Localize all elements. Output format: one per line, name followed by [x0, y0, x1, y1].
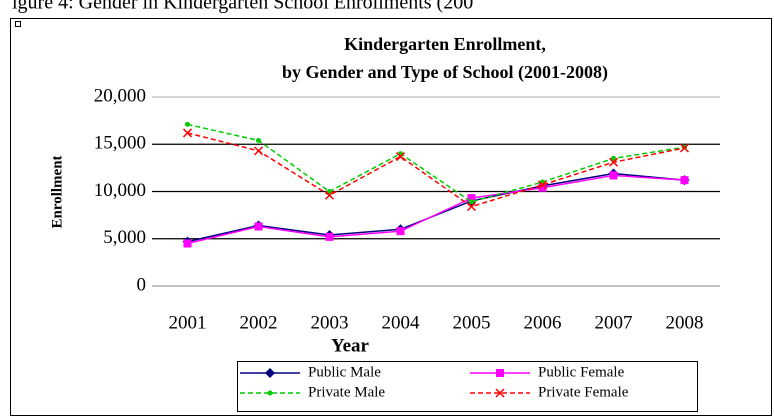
- marker: [327, 189, 332, 194]
- series-line: [187, 172, 685, 243]
- marker: [608, 157, 619, 167]
- x-axis-label: Year: [331, 335, 370, 356]
- marker: [395, 152, 406, 162]
- marker: [253, 146, 264, 156]
- legend-label: Private Female: [538, 384, 629, 400]
- marker: [254, 222, 263, 231]
- y-tick-label: 10,000: [94, 180, 146, 201]
- caption: igure 4: Gender in Kindergarten School E…: [12, 0, 473, 14]
- x-tick-label: 2002: [240, 312, 278, 333]
- marker: [267, 390, 273, 396]
- y-tick-label: 15,000: [94, 133, 146, 154]
- marker: [265, 368, 275, 378]
- series-line: [187, 174, 685, 245]
- handle: [15, 21, 21, 27]
- marker: [396, 227, 405, 236]
- legend-label: Public Male: [308, 364, 381, 380]
- marker: [182, 128, 193, 138]
- y-tick-label: 5,000: [103, 227, 146, 248]
- marker: [185, 121, 190, 127]
- marker: [495, 388, 505, 398]
- y-tick-label: 20,000: [94, 85, 146, 106]
- legend-label: Private Male: [308, 384, 385, 400]
- x-tick-label: 2005: [453, 312, 491, 333]
- marker: [496, 369, 504, 377]
- marker: [611, 155, 616, 161]
- x-tick-label: 2001: [169, 312, 207, 333]
- y-tick-label: 0: [137, 274, 147, 295]
- marker: [679, 143, 690, 153]
- marker: [538, 183, 547, 192]
- x-tick-label: 2003: [311, 312, 349, 333]
- x-tick-label: 2008: [666, 312, 704, 333]
- x-tick-label: 2004: [382, 312, 421, 333]
- marker: [466, 202, 477, 212]
- series-line: [187, 132, 685, 208]
- marker: [325, 232, 334, 241]
- marker: [469, 199, 474, 205]
- marker: [467, 194, 476, 203]
- marker: [324, 190, 335, 200]
- chart-title: by Gender and Type of School (2001-2008): [282, 62, 608, 83]
- legend-label: Public Female: [538, 364, 625, 380]
- x-tick-label: 2007: [595, 312, 633, 333]
- marker: [609, 171, 618, 180]
- y-axis-label: Enrollment: [49, 155, 65, 228]
- marker: [256, 137, 261, 143]
- marker: [183, 239, 192, 248]
- x-tick-label: 2006: [524, 312, 562, 333]
- marker: [680, 176, 689, 185]
- chart-title: Kindergarten Enrollment,: [344, 34, 546, 54]
- marker: [537, 180, 548, 190]
- series-line: [187, 123, 685, 203]
- legend: [237, 361, 698, 412]
